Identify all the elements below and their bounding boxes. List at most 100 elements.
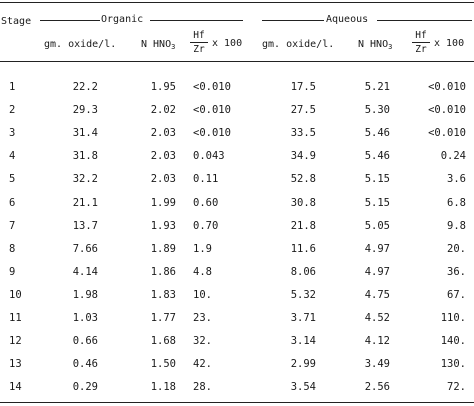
stage-cell: 4	[9, 150, 16, 162]
aqueous-group-header: Aqueous	[326, 14, 369, 25]
organic-oxide-header: gm. oxide/l.	[44, 39, 117, 50]
organic-oxide-cell: 31.4	[72, 127, 98, 139]
organic-ratio-cell: 32.	[193, 335, 212, 347]
organic-ratio-zr: Zr	[193, 44, 205, 55]
aqueous-hno3-cell: 4.97	[364, 243, 390, 255]
organic-ratio-cell: 0.60	[193, 197, 219, 209]
aqueous-rule-left	[262, 20, 324, 21]
organic-hno3-cell: 2.02	[150, 104, 176, 116]
organic-rule-right	[150, 20, 243, 21]
aqueous-rule-right	[377, 20, 472, 21]
aqueous-oxide-cell: 2.99	[290, 358, 316, 370]
stage-cell: 9	[9, 266, 16, 278]
aqueous-oxide-cell: 3.14	[290, 335, 316, 347]
aqueous-ratio-header: Hf Zr	[412, 30, 430, 55]
organic-ratio-cell: <0.010	[193, 104, 231, 116]
organic-hno3-cell: 1.89	[150, 243, 176, 255]
organic-hno3-cell: 1.95	[150, 81, 176, 93]
aqueous-hno3-cell: 5.15	[364, 173, 390, 185]
aqueous-hno3-header: N HNO3	[358, 39, 393, 51]
organic-rule-left	[40, 20, 100, 21]
stage-cell: 1	[9, 81, 16, 93]
organic-ratio-cell: 23.	[193, 312, 212, 324]
table-bottom-rule	[0, 402, 474, 403]
aqueous-ratio-cell: <0.010	[428, 81, 466, 93]
organic-oxide-cell: 1.03	[72, 312, 98, 324]
aqueous-oxide-cell: 17.5	[290, 81, 316, 93]
aqueous-hno3-cell: 5.30	[364, 104, 390, 116]
organic-hno3-header: N HNO3	[141, 39, 176, 51]
organic-ratio-cell: 0.70	[193, 220, 219, 232]
organic-ratio-hf: Hf	[193, 30, 205, 41]
aqueous-oxide-cell: 27.5	[290, 104, 316, 116]
aqueous-hno3-cell: 4.75	[364, 289, 390, 301]
aqueous-oxide-cell: 5.32	[290, 289, 316, 301]
aqueous-hno3-cell: 5.21	[364, 81, 390, 93]
organic-hno3-cell: 1.99	[150, 197, 176, 209]
organic-ratio-cell: 1.9	[193, 243, 212, 255]
aqueous-hno3-cell: 5.15	[364, 197, 390, 209]
stage-cell: 7	[9, 220, 16, 232]
organic-hno3-cell: 1.50	[150, 358, 176, 370]
header-bottom-rule	[0, 61, 474, 62]
organic-ratio-cell: 0.11	[193, 173, 219, 185]
organic-oxide-cell: 7.66	[72, 243, 98, 255]
aqueous-ratio-cell: 67.	[447, 289, 466, 301]
stage-cell: 14	[9, 381, 22, 393]
aqueous-hno3-cell: 4.52	[364, 312, 390, 324]
organic-ratio-cell: 42.	[193, 358, 212, 370]
organic-oxide-cell: 0.29	[72, 381, 98, 393]
organic-hno3-cell: 2.03	[150, 127, 176, 139]
aqueous-ratio-cell: 130.	[440, 358, 466, 370]
organic-oxide-cell: 1.98	[72, 289, 98, 301]
organic-oxide-cell: 29.3	[72, 104, 98, 116]
aqueous-ratio-cell: <0.010	[428, 104, 466, 116]
organic-hno3-cell: 1.68	[150, 335, 176, 347]
stage-cell: 5	[9, 173, 16, 185]
organic-oxide-cell: 22.2	[72, 81, 98, 93]
organic-ratio-cell: 0.043	[193, 150, 225, 162]
organic-oxide-cell: 32.2	[72, 173, 98, 185]
aqueous-oxide-header: gm. oxide/l.	[262, 39, 335, 50]
organic-ratio-suffix: x 100	[212, 38, 243, 49]
aqueous-hno3-cell: 3.49	[364, 358, 390, 370]
organic-oxide-cell: 0.46	[72, 358, 98, 370]
organic-oxide-cell: 4.14	[72, 266, 98, 278]
aqueous-oxide-cell: 3.71	[290, 312, 316, 324]
stage-cell: 3	[9, 127, 16, 139]
aqueous-hno3-cell: 5.46	[364, 150, 390, 162]
aqueous-hno3-cell: 4.12	[364, 335, 390, 347]
aqueous-ratio-cell: 140.	[440, 335, 466, 347]
organic-hno3-cell: 2.03	[150, 150, 176, 162]
organic-hno3-cell: 1.83	[150, 289, 176, 301]
stage-cell: 10	[9, 289, 22, 301]
top-rule	[0, 2, 474, 3]
aqueous-ratio-cell: 0.24	[440, 150, 466, 162]
stage-header: Stage	[1, 16, 32, 27]
aqueous-ratio-cell: 3.6	[447, 173, 466, 185]
aqueous-ratio-zr: Zr	[415, 44, 427, 55]
aqueous-ratio-cell: 6.8	[447, 197, 466, 209]
organic-ratio-cell: 10.	[193, 289, 212, 301]
stage-cell: 13	[9, 358, 22, 370]
organic-ratio-cell: 28.	[193, 381, 212, 393]
organic-ratio-cell: <0.010	[193, 81, 231, 93]
aqueous-oxide-cell: 11.6	[290, 243, 316, 255]
aqueous-ratio-cell: <0.010	[428, 127, 466, 139]
stage-cell: 12	[9, 335, 22, 347]
aqueous-oxide-cell: 8.06	[290, 266, 316, 278]
aqueous-hno3-cell: 5.05	[364, 220, 390, 232]
organic-oxide-cell: 31.8	[72, 150, 98, 162]
stage-cell: 2	[9, 104, 16, 116]
aqueous-oxide-cell: 52.8	[290, 173, 316, 185]
organic-oxide-cell: 0.66	[72, 335, 98, 347]
aqueous-hno3-cell: 4.97	[364, 266, 390, 278]
organic-ratio-cell: 4.8	[193, 266, 212, 278]
organic-hno3-cell: 1.86	[150, 266, 176, 278]
stage-cell: 11	[9, 312, 22, 324]
stage-cell: 6	[9, 197, 16, 209]
organic-ratio-header: Hf Zr	[190, 30, 208, 55]
aqueous-ratio-cell: 110.	[440, 312, 466, 324]
aqueous-oxide-cell: 21.8	[290, 220, 316, 232]
aqueous-hno3-cell: 5.46	[364, 127, 390, 139]
